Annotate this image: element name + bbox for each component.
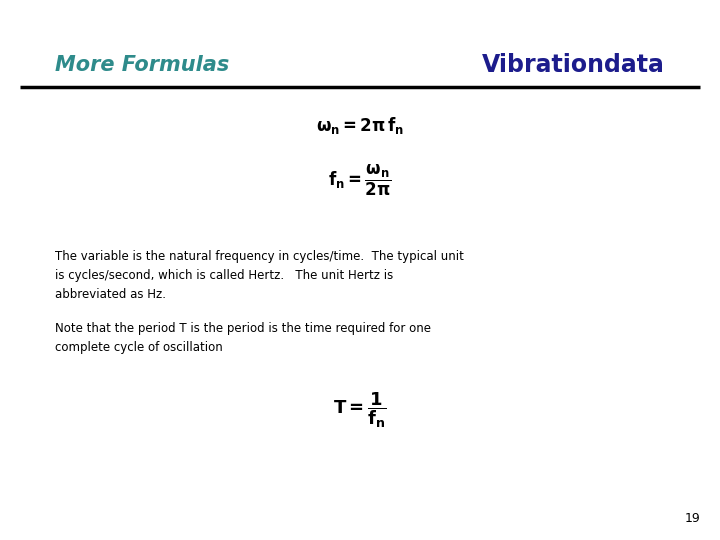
Text: More Formulas: More Formulas bbox=[55, 55, 229, 75]
Text: $\mathbf{\omega_n = 2\pi\, f_n}$: $\mathbf{\omega_n = 2\pi\, f_n}$ bbox=[316, 114, 404, 136]
Text: $\mathbf{T = \dfrac{1}{f_n}}$: $\mathbf{T = \dfrac{1}{f_n}}$ bbox=[333, 390, 387, 430]
Text: $\mathbf{f_n = \dfrac{\omega_n}{2\pi}}$: $\mathbf{f_n = \dfrac{\omega_n}{2\pi}}$ bbox=[328, 163, 392, 198]
Text: The variable is the natural frequency in cycles/time.  The typical unit
is cycle: The variable is the natural frequency in… bbox=[55, 250, 464, 301]
Text: Vibrationdata: Vibrationdata bbox=[482, 53, 665, 77]
Text: Note that the period T is the period is the time required for one
complete cycle: Note that the period T is the period is … bbox=[55, 322, 431, 354]
Text: 19: 19 bbox=[684, 512, 700, 525]
